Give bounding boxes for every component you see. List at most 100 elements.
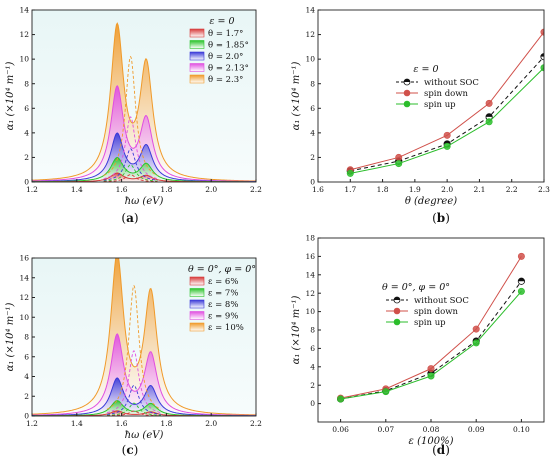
legend-header: ε = 0 <box>209 16 234 27</box>
x-tick-label: 1.2 <box>26 419 38 428</box>
x-axis-label: ħω (eV) <box>125 430 164 441</box>
y-tick-label: 8 <box>24 79 29 88</box>
y-tick-label: 2 <box>310 381 315 390</box>
x-tick-label: 0.10 <box>513 425 530 434</box>
y-tick-label: 14 <box>305 270 315 279</box>
legend-label: θ = 2.3° <box>208 75 243 85</box>
y-tick-label: 4 <box>310 362 315 371</box>
panel-label-close: ) <box>445 211 450 225</box>
legend-header: θ = 0°, φ = 0° <box>188 264 256 275</box>
legend-marker <box>403 100 411 108</box>
x-tick-label: 1.8 <box>160 185 172 194</box>
dashed-peak-line <box>107 410 161 416</box>
y-tick-label: 6 <box>310 344 315 353</box>
data-point <box>427 365 435 373</box>
data-point <box>485 99 493 107</box>
data-point <box>346 169 354 177</box>
y-tick-label: 2 <box>310 153 315 162</box>
legend-swatch <box>189 63 205 72</box>
data-point <box>443 142 451 150</box>
x-tick-label: 0.09 <box>468 425 485 434</box>
y-tick-label: 12 <box>305 289 315 298</box>
y-axis-label: α₁ (×10⁴ m⁻¹) <box>5 62 16 131</box>
y-tick-label: 4 <box>24 128 29 137</box>
y-tick-label: 8 <box>24 333 29 342</box>
x-axis-label: θ (degree) <box>405 196 457 207</box>
legend-swatch <box>189 276 205 286</box>
data-point-fill <box>540 53 544 57</box>
legend-swatch <box>189 40 205 49</box>
dashed-peak-line <box>107 402 161 416</box>
panel-label-open: ( <box>432 211 437 225</box>
x-tick-label: 1.6 <box>116 419 128 428</box>
y-tick-label: 4 <box>24 372 29 381</box>
panel-label: (a) <box>121 211 138 225</box>
data-point <box>443 131 451 139</box>
legend-label: spin up <box>414 318 446 328</box>
legend-label: ε = 9% <box>208 312 238 322</box>
series-line <box>32 84 256 182</box>
series-line <box>32 258 256 416</box>
panel-label-close: ) <box>134 443 139 457</box>
legend-marker-fill <box>404 79 410 82</box>
dashed-peak-line <box>106 384 161 415</box>
x-tick-label: 1.2 <box>26 185 38 194</box>
panel-d: 0.06 0.07 0.08 0.09 0.10 0 2 4 6 8 10 12 14 16 18 ε (10… <box>291 234 545 457</box>
y-axis-label: α₁ (×10⁴ m⁻¹) <box>5 303 16 372</box>
legend-marker <box>403 89 411 97</box>
dashed-peak-line <box>103 174 158 182</box>
y-tick-label: 10 <box>305 307 315 316</box>
series-line <box>32 22 256 182</box>
x-tick-label: 1.4 <box>71 419 83 428</box>
panel-label-close: ) <box>134 211 139 225</box>
x-axis-label: ħω (eV) <box>125 196 164 207</box>
y-tick-label: 10 <box>19 55 29 64</box>
x-tick-label: 2.0 <box>441 185 453 194</box>
panel-label-open: ( <box>432 443 437 457</box>
legend-label: θ = 1.7° <box>208 29 243 39</box>
legend-label: ε = 6% <box>208 277 238 287</box>
panel-label-letter: d <box>437 443 446 457</box>
legend-label: without SOC <box>424 78 479 88</box>
y-tick-label: 10 <box>19 313 29 322</box>
x-tick-label: 0.08 <box>423 425 440 434</box>
panel-label: (c) <box>122 443 139 457</box>
dashed-peak-line <box>103 148 158 181</box>
legend-label: spin up <box>424 100 456 110</box>
legend-label: θ = 1.85° <box>208 41 249 51</box>
x-tick-label: 1.6 <box>312 185 324 194</box>
x-tick-label: 2.0 <box>205 419 217 428</box>
x-tick-label: 2.0 <box>205 185 217 194</box>
series-area <box>32 172 256 182</box>
data-point <box>472 339 480 347</box>
legend-swatch <box>189 74 205 84</box>
x-tick-label: 1.8 <box>377 185 389 194</box>
plot-area <box>346 28 544 177</box>
legend-marker-fill <box>394 297 400 300</box>
panel-label-close: ) <box>445 443 450 457</box>
x-tick-label: 2.1 <box>473 185 485 194</box>
dashed-peak-line <box>106 284 161 410</box>
panel-label-open: ( <box>122 443 127 457</box>
y-tick-label: 8 <box>310 79 315 88</box>
data-point-fill <box>443 140 451 144</box>
x-tick-label: 0.06 <box>332 425 349 434</box>
x-tick-label: 2.2 <box>250 419 262 428</box>
data-point <box>427 372 435 380</box>
legend-swatch <box>189 311 205 320</box>
x-tick-label: 1.7 <box>344 185 356 194</box>
y-tick-label: 14 <box>19 6 29 15</box>
x-axis-label: ε (100%) <box>409 436 454 447</box>
y-tick-label: 16 <box>305 252 315 261</box>
y-tick-label: 0 <box>24 412 29 421</box>
plot-background <box>318 10 544 182</box>
y-tick-label: 14 <box>19 273 29 282</box>
x-tick-label: 1.4 <box>71 185 83 194</box>
y-tick-label: 2 <box>24 153 29 162</box>
legend-label: ε = 8% <box>208 300 238 310</box>
y-tick-label: 16 <box>19 254 29 263</box>
legend-swatch <box>189 288 205 297</box>
y-tick-label: 0 <box>24 178 29 187</box>
y-tick-label: 14 <box>305 6 315 15</box>
plot-frame <box>317 9 545 183</box>
